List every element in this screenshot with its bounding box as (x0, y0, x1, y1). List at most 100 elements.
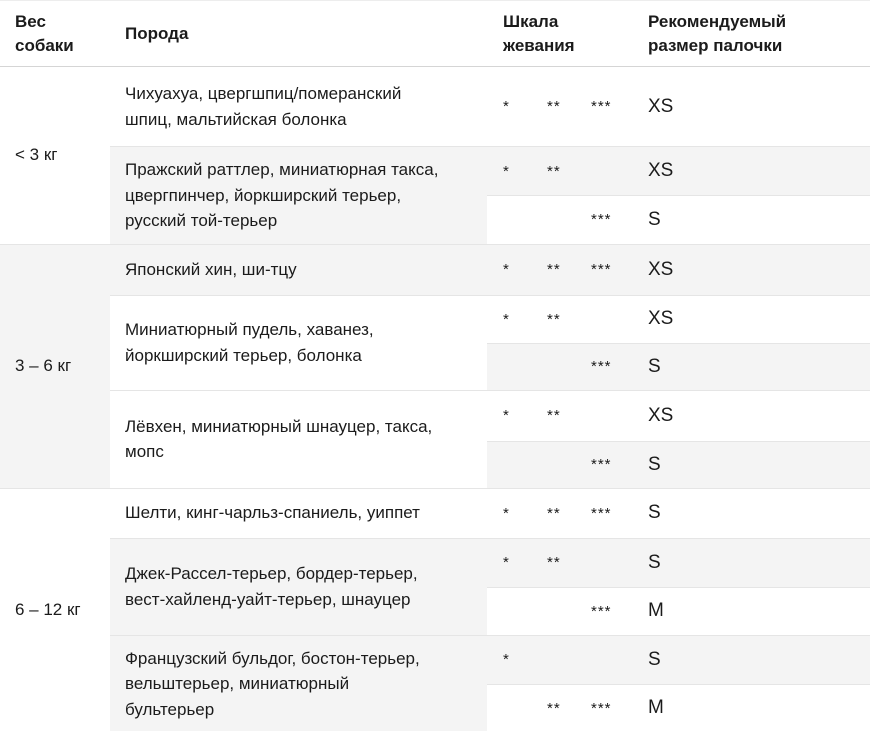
breed-text: Японский хин, ши-тцу (125, 259, 297, 279)
size-value: XS (648, 308, 674, 329)
chew-subrow: * ** *** S (487, 488, 870, 538)
breed-text: Пражский раттлер, миниатюрная такса, цве… (125, 160, 439, 230)
size-value: M (648, 600, 664, 621)
subrows: * ** XS *** S (487, 295, 870, 390)
table-row: Шелти, кинг-чарльз-спаниель, уиппет * **… (110, 488, 870, 538)
table-row: Миниатюрный пудель, хаванез, йоркширский… (110, 294, 870, 390)
header-stick-size: Рекомендуемый размер палочки (648, 10, 870, 58)
header-breed-label: Порода (125, 23, 189, 43)
subrows: * ** XS *** S (487, 390, 870, 488)
chew-subrow: *** S (487, 440, 870, 488)
weight-cell: 6 – 12 кг (0, 488, 110, 731)
subrows: * ** S *** M (487, 538, 870, 635)
chew-level-2: ** (547, 504, 561, 522)
breed-text: Шелти, кинг-чарльз-спаниель, уиппет (125, 503, 420, 523)
size-value: XS (648, 95, 674, 117)
table-header: Вес собаки Порода Шкала жевания Рекоменд… (0, 0, 870, 67)
table-row: Японский хин, ши-тцу * ** *** XS (110, 244, 870, 295)
size-value: XS (648, 404, 674, 426)
chew-subrow: * ** XS (487, 390, 870, 441)
weight-group: 6 – 12 кг Шелти, кинг-чарльз-спаниель, у… (0, 487, 870, 731)
size-value: XS (648, 258, 674, 280)
chew-subrow: ** *** M (487, 683, 870, 731)
chew-subrow: *** S (487, 342, 870, 390)
size-value: XS (648, 160, 674, 181)
chew-subrow: * S (487, 635, 870, 684)
header-stick-size-label: Рекомендуемый размер палочки (648, 11, 787, 55)
chew-level-1: * (503, 651, 510, 668)
chew-level-2: ** (547, 261, 561, 278)
breed-text: Французский бульдог, бостон-терьер, вель… (125, 648, 420, 719)
table-row: Французский бульдог, бостон-терьер, вель… (110, 634, 870, 731)
weight-cell: 3 – 6 кг (0, 244, 110, 488)
chew-level-1: * (503, 504, 510, 522)
header-chew-scale: Шкала жевания (487, 10, 648, 58)
header-chew-scale-label: Шкала жевания (503, 11, 575, 55)
chew-subrow: * ** XS (487, 147, 870, 195)
group-rows: Чихуахуа, цвергшпиц/померанский шпиц, ма… (110, 67, 870, 244)
table-row: Чихуахуа, цвергшпиц/померанский шпиц, ма… (110, 67, 870, 146)
chew-level-3: *** (591, 602, 612, 620)
chew-level-1: * (503, 162, 510, 180)
chew-subrow: * ** S (487, 538, 870, 587)
chew-level-3: *** (591, 211, 612, 229)
weight-cell: < 3 кг (0, 67, 110, 244)
size-value: S (648, 551, 661, 573)
size-value: S (648, 208, 661, 230)
subrows: * ** *** S (487, 488, 870, 538)
weight-group: < 3 кг Чихуахуа, цвергшпиц/померанский ш… (0, 67, 870, 244)
breed-cell: Лёвхен, миниатюрный шнауцер, такса, мопс (110, 390, 487, 488)
breed-cell: Шелти, кинг-чарльз-спаниель, уиппет (110, 488, 487, 538)
breed-cell: Французский бульдог, бостон-терьер, вель… (110, 635, 487, 731)
size-value: S (648, 453, 661, 475)
chew-level-1: * (503, 261, 510, 278)
breed-text: Чихуахуа, цвергшпиц/померанский шпиц, ма… (125, 84, 402, 129)
chew-subrow: * ** XS (487, 295, 870, 343)
chew-level-3: *** (591, 261, 612, 278)
group-rows: Шелти, кинг-чарльз-спаниель, уиппет * **… (110, 488, 870, 731)
breed-cell: Японский хин, ши-тцу (110, 244, 487, 295)
chew-level-3: *** (591, 98, 612, 115)
chew-level-1: * (503, 554, 510, 571)
chew-subrow: *** S (487, 195, 870, 244)
table-row: Лёвхен, миниатюрный шнауцер, такса, мопс… (110, 389, 870, 488)
chew-level-3: *** (591, 699, 612, 717)
size-value: M (648, 697, 664, 719)
group-rows: Японский хин, ши-тцу * ** *** XS Миниатю… (110, 244, 870, 488)
chew-level-2: ** (547, 98, 561, 115)
size-value: S (648, 502, 661, 523)
chew-subrow: * ** *** XS (487, 244, 870, 295)
breed-text: Лёвхен, миниатюрный шнауцер, такса, мопс (125, 416, 433, 462)
size-value: S (648, 355, 661, 377)
breed-text: Миниатюрный пудель, хаванез, йоркширский… (125, 320, 374, 365)
table-row: Пражский раттлер, миниатюрная такса, цве… (110, 146, 870, 244)
subrows: * ** *** XS (487, 244, 870, 295)
subrows: * ** XS *** S (487, 147, 870, 244)
table-row: Джек-Рассел-терьер, бордер-терьер, вест-… (110, 537, 870, 635)
breed-text: Джек-Рассел-терьер, бордер-терьер, вест-… (125, 564, 418, 609)
subrows: * S ** *** M (487, 635, 870, 731)
size-value: S (648, 648, 661, 670)
chew-level-2: ** (547, 699, 561, 717)
breed-cell: Миниатюрный пудель, хаванез, йоркширский… (110, 295, 487, 390)
header-weight-label: Вес собаки (15, 11, 74, 55)
chew-level-2: ** (547, 554, 561, 571)
breed-cell: Чихуахуа, цвергшпиц/померанский шпиц, ма… (110, 67, 487, 146)
chew-subrow: * ** *** XS (487, 67, 870, 146)
chew-level-3: *** (591, 358, 612, 375)
breed-cell: Джек-Рассел-терьер, бордер-терьер, вест-… (110, 538, 487, 635)
chew-level-1: * (503, 310, 510, 328)
subrows: * ** *** XS (487, 67, 870, 146)
header-weight: Вес собаки (0, 10, 110, 58)
chew-level-3: *** (591, 504, 612, 522)
chew-level-1: * (503, 98, 510, 115)
weight-group: 3 – 6 кг Японский хин, ши-тцу * ** *** X… (0, 243, 870, 488)
chew-level-1: * (503, 407, 510, 424)
chew-level-2: ** (547, 310, 561, 328)
chew-subrow: *** M (487, 586, 870, 635)
header-breed: Порода (110, 22, 487, 46)
breed-cell: Пражский раттлер, миниатюрная такса, цве… (110, 147, 487, 244)
chew-level-3: *** (591, 456, 612, 473)
chew-level-2: ** (547, 407, 561, 424)
